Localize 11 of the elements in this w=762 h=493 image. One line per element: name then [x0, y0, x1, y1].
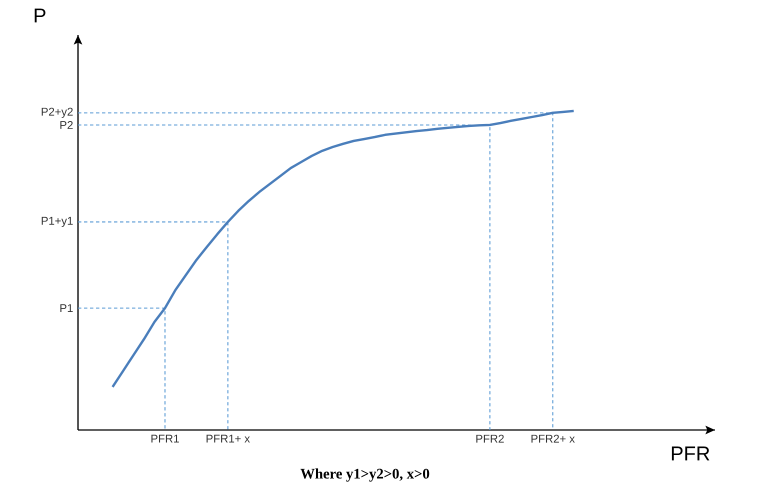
ref-line-label: P2: [60, 121, 73, 129]
x-tick-label: PFR2: [476, 434, 504, 443]
text: Where y1>y2>0, x>0: [300, 468, 430, 482]
x-tick-label: PFR2+ x: [531, 434, 575, 443]
ref-line-label: P1+y1: [42, 216, 73, 228]
x-tick-label: PFR1+ x: [206, 434, 250, 443]
x-axis-title: PFR: [672, 446, 710, 460]
ref-line-label: P1: [60, 304, 73, 312]
x-tick-label: PFR1: [151, 434, 179, 443]
ref-line-label: P2+y2: [42, 108, 73, 118]
y-axis-title: P: [34, 8, 46, 22]
